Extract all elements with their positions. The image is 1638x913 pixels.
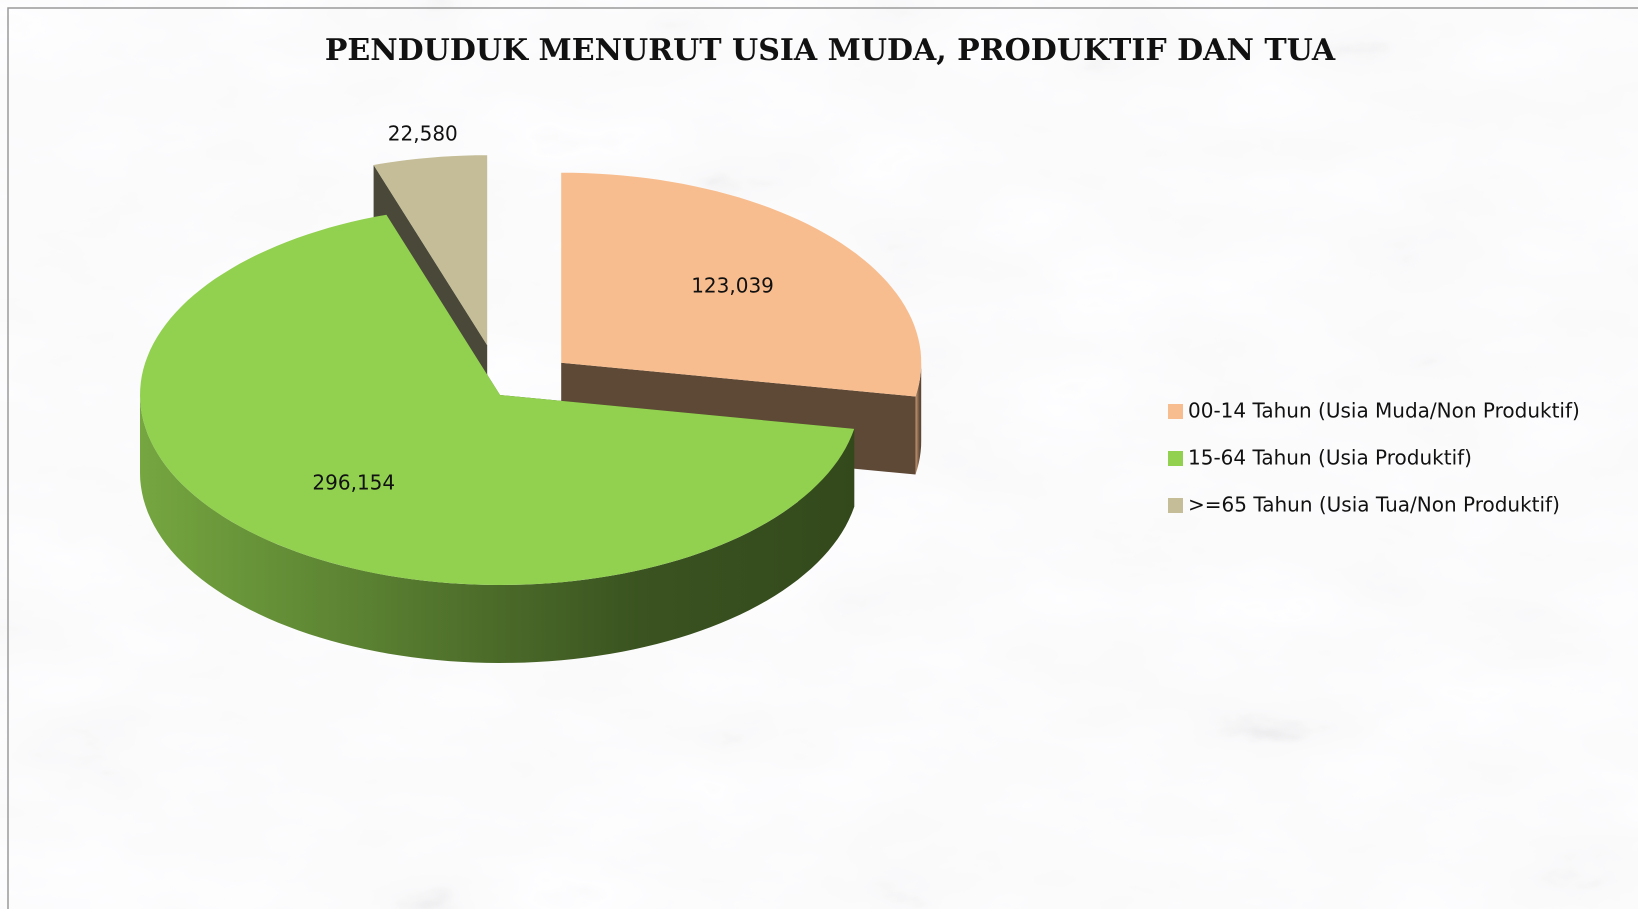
data-label: 22,580 xyxy=(388,122,458,146)
chart-title: PENDUDUK MENURUT USIA MUDA, PRODUKTIF DA… xyxy=(325,33,1336,68)
pie: 123,039 296,154 22,580 xyxy=(140,122,922,663)
slice-wall xyxy=(140,395,855,663)
legend-label: >=65 Tahun (Usia Tua/Non Produktif) xyxy=(1188,493,1560,517)
legend: 00-14 Tahun (Usia Muda/Non Produktif) 15-… xyxy=(1168,399,1580,517)
legend-swatch xyxy=(1168,498,1183,513)
legend-label: 15-64 Tahun (Usia Produktif) xyxy=(1188,446,1472,470)
legend-label: 00-14 Tahun (Usia Muda/Non Produktif) xyxy=(1188,399,1580,423)
slice xyxy=(373,155,488,346)
legend-swatch xyxy=(1168,404,1183,419)
data-label: 296,154 xyxy=(312,470,395,494)
chart-border xyxy=(7,7,1638,913)
slice-wall xyxy=(915,362,922,475)
slice xyxy=(561,172,922,397)
legend-swatch xyxy=(1168,451,1183,466)
data-label: 123,039 xyxy=(691,274,774,298)
slice xyxy=(140,214,855,585)
